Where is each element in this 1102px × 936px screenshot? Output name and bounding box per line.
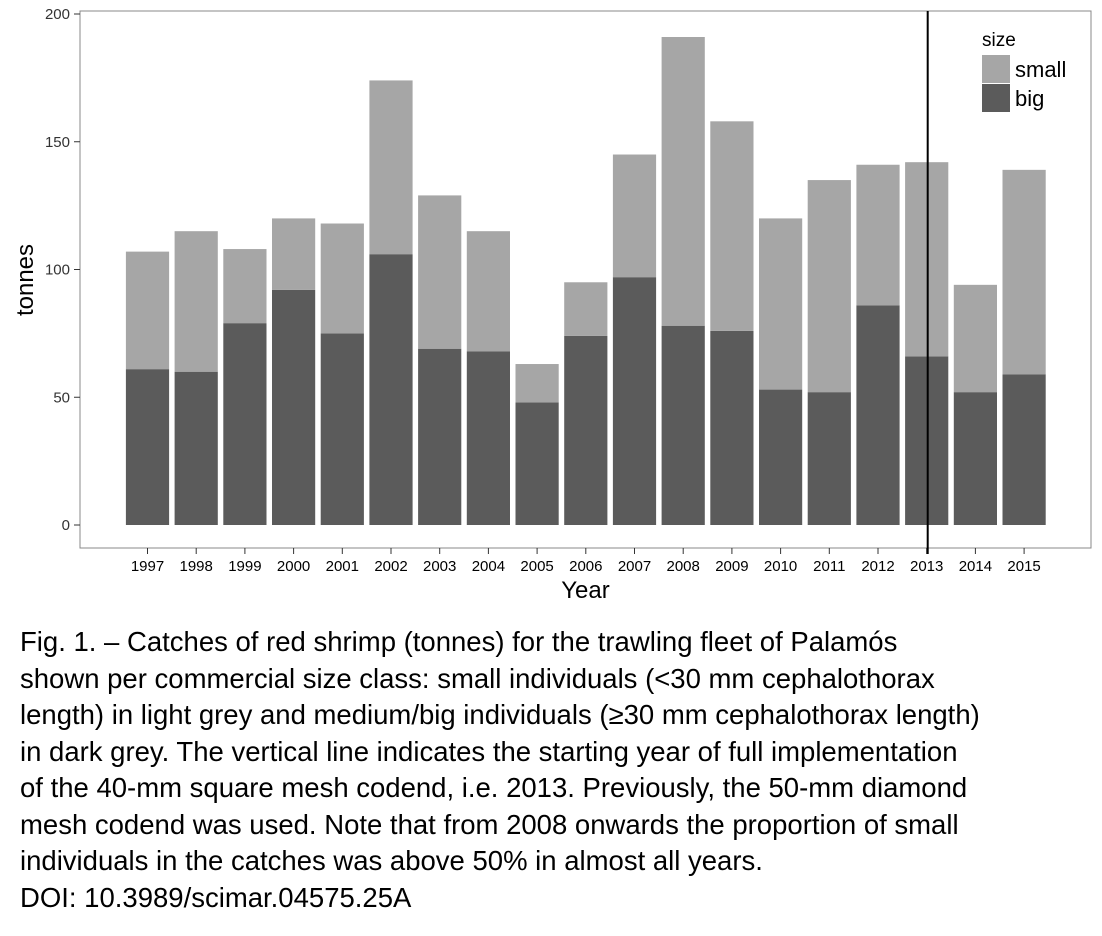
bar-big-1997 [125, 369, 170, 525]
bar-small-2005 [515, 364, 559, 403]
caption-line: Fig. 1. – Catches of red shrimp (tonnes)… [20, 626, 898, 657]
bar-big-2000 [272, 289, 316, 525]
bar-small-2011 [807, 180, 851, 393]
x-tick-label-2002: 2002 [374, 558, 407, 575]
x-axis-title: Year [561, 577, 610, 604]
x-tick-label-2009: 2009 [715, 558, 748, 575]
bar-big-2012 [856, 305, 900, 525]
bar-small-1998 [174, 231, 218, 372]
y-tick-label-0: 0 [62, 517, 70, 534]
y-axis: 0 50 100 150 200 [45, 6, 80, 534]
legend-swatch-small [982, 55, 1010, 83]
caption-line: individuals in the catches was above 50%… [20, 845, 763, 876]
x-tick-label-2006: 2006 [569, 558, 602, 575]
x-tick-label-1997: 1997 [131, 558, 164, 575]
bar-small-2003 [418, 195, 462, 349]
caption-line: shown per commercial size class: small i… [20, 662, 935, 694]
stacked-bar-chart: 0 50 100 150 200 1997 1998 1999 2000 2001 2002 200… [12, 6, 1092, 604]
bar-small-2013 [905, 162, 949, 357]
x-tick-label-1998: 1998 [180, 558, 213, 575]
legend-label-small: small [1015, 57, 1066, 82]
bar-small-2015 [1002, 169, 1046, 375]
bar-small-2012 [856, 164, 900, 306]
caption-text: Fig. 1. – Catches of red shrimp (tonnes)… [20, 624, 1090, 880]
bar-big-2013 [905, 356, 949, 525]
x-tick-label-2003: 2003 [423, 558, 456, 575]
x-tick-label-2005: 2005 [520, 558, 553, 575]
legend-swatch-big [982, 84, 1010, 112]
bar-big-1998 [174, 371, 218, 525]
y-axis-title: tonnes [12, 244, 39, 316]
x-tick-label-2012: 2012 [861, 558, 894, 575]
bar-small-2002 [369, 80, 413, 255]
x-tick-label-2007: 2007 [618, 558, 651, 575]
bar-big-2011 [807, 392, 851, 525]
bar-small-1997 [125, 251, 170, 370]
bar-big-2004 [466, 351, 510, 525]
bar-big-2005 [515, 402, 559, 525]
bar-big-2009 [710, 330, 754, 525]
y-tick-label-100: 100 [45, 262, 70, 279]
x-tick-label-2015: 2015 [1007, 558, 1040, 575]
bar-big-2008 [661, 325, 705, 525]
bars-group [125, 37, 1046, 526]
legend: size small big [982, 30, 1066, 112]
bar-small-1999 [223, 249, 267, 324]
x-tick-label-2011: 2011 [813, 558, 845, 575]
bar-big-2001 [320, 333, 364, 526]
bar-small-2007 [612, 154, 657, 278]
y-tick-label-50: 50 [53, 389, 70, 406]
x-tick-label-2013: 2013 [910, 558, 943, 575]
bar-big-1999 [223, 323, 267, 525]
figure-caption: Fig. 1. – Catches of red shrimp (tonnes)… [20, 624, 1090, 916]
bar-small-2004 [466, 231, 510, 352]
legend-label-big: big [1015, 86, 1044, 111]
bar-small-2001 [320, 223, 364, 334]
bar-big-2014 [953, 392, 997, 525]
caption-line: of the 40-mm square mesh codend, i.e. 20… [20, 772, 968, 803]
caption-doi: DOI: 10.3989/scimar.04575.25A [20, 881, 412, 913]
bar-big-2002 [369, 254, 413, 526]
caption-line: in dark grey. The vertical line indicate… [20, 735, 958, 767]
x-tick-label-1999: 1999 [228, 558, 261, 575]
bar-small-2000 [272, 218, 316, 290]
x-tick-label-2004: 2004 [472, 558, 505, 575]
caption-line: mesh codend was used. Note that from 200… [20, 808, 959, 840]
bar-small-2008 [661, 37, 705, 326]
y-tick-label-200: 200 [45, 6, 70, 23]
bar-small-2014 [953, 284, 997, 393]
bar-small-2009 [710, 121, 754, 331]
x-axis: 1997 1998 1999 2000 2001 2002 2003 2004 2005 2006… [131, 548, 1041, 575]
bar-big-2006 [564, 335, 608, 525]
caption-line: length) in light grey and medium/big ind… [20, 699, 980, 730]
y-tick-label-150: 150 [45, 134, 70, 151]
x-tick-label-2010: 2010 [764, 558, 797, 575]
bar-big-2015 [1002, 374, 1046, 525]
bar-big-2007 [612, 277, 657, 525]
x-tick-label-2000: 2000 [277, 558, 310, 575]
x-tick-label-2001: 2001 [326, 558, 359, 575]
bar-big-2003 [418, 348, 462, 525]
x-tick-label-2008: 2008 [667, 558, 700, 575]
legend-title: size [982, 30, 1016, 51]
bar-small-2006 [564, 282, 608, 336]
bar-big-2010 [759, 389, 803, 525]
x-tick-label-2014: 2014 [959, 558, 992, 575]
bar-small-2010 [759, 218, 803, 390]
